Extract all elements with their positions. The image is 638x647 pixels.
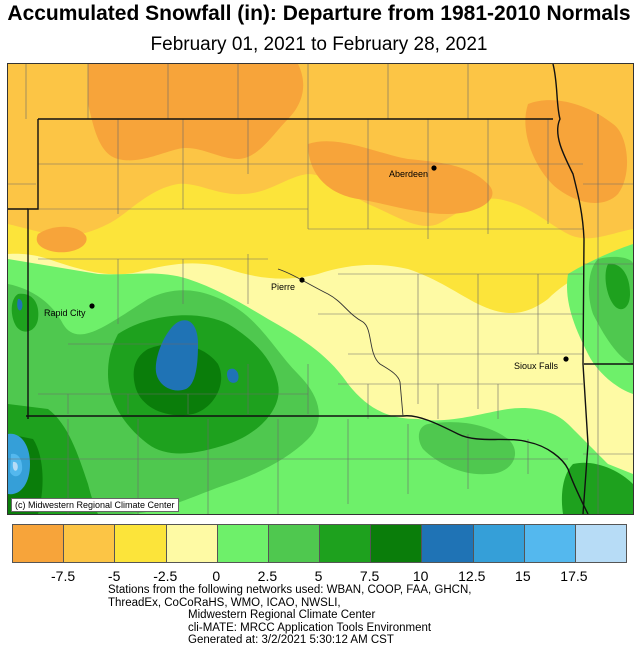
city-marker <box>299 277 305 283</box>
footer-line-4: cli-MATE: MRCC Application Tools Environ… <box>188 621 432 634</box>
legend-swatch <box>320 525 372 562</box>
legend-tick-label: 10 <box>412 568 429 584</box>
legend-swatch <box>575 525 627 562</box>
legend-swatch <box>268 525 321 562</box>
legend-tick-label: -7.5 <box>51 568 76 584</box>
city-rapid-city: Rapid City <box>44 303 95 318</box>
city-label-rapid-city: Rapid City <box>44 308 86 318</box>
legend-swatch <box>166 525 218 562</box>
city-pierre: Pierre <box>271 277 305 292</box>
city-marker <box>431 165 437 171</box>
legend-swatch <box>217 525 269 562</box>
legend-tick-label: 2.5 <box>257 568 278 584</box>
region-10-to-12.5 <box>155 320 198 391</box>
region-7.5-e <box>605 263 630 310</box>
legend-swatch <box>422 525 474 562</box>
legend-swatch <box>473 525 525 562</box>
region-12.5-small <box>226 368 239 383</box>
map-credit: (c) Midwestern Regional Climate Center <box>11 498 179 512</box>
legend-tick-label: 12.5 <box>458 568 486 584</box>
region-minus-7.5-e <box>525 100 628 204</box>
legend-swatch <box>371 525 423 562</box>
map-title: Accumulated Snowfall (in): Departure fro… <box>7 2 631 25</box>
color-legend <box>12 524 627 563</box>
city-label-aberdeen: Aberdeen <box>389 169 428 179</box>
legend-tick-label: -5 <box>107 568 121 584</box>
legend-tick-label: 5 <box>314 568 323 584</box>
region-5-south <box>418 422 516 475</box>
region-minus-7.5-w <box>36 226 87 253</box>
legend-ticks: -7.5 -5 -2.5 0 2.5 5 7.5 10 12.5 15 17.5 <box>12 568 625 584</box>
date-range-subtitle: February 01, 2021 to February 28, 2021 <box>150 34 488 55</box>
region-12.5-w <box>17 298 23 311</box>
legend-tick-label: 17.5 <box>560 568 588 584</box>
legend-tick-label: 7.5 <box>359 568 380 584</box>
legend-swatch <box>13 525 65 562</box>
state-boundaries <box>8 64 633 514</box>
legend-swatch <box>524 525 576 562</box>
missouri-river <box>277 268 404 417</box>
footer-line-2: ThreadEx, CoCoRaHS, WMO, ICAO, NWSLI, <box>108 596 341 609</box>
city-marker <box>563 356 569 362</box>
footer-notes: Stations from the following networks use… <box>108 584 471 647</box>
legend-tick-label: 0 <box>212 568 221 584</box>
region-minus-7.5-ne <box>308 141 493 214</box>
legend-swatch <box>64 525 116 562</box>
snowfall-departure-map: Aberdeen Pierre Rapid City Sioux Falls (… <box>7 63 634 515</box>
legend-swatch <box>115 525 167 562</box>
county-lines <box>8 64 633 514</box>
legend-tick-label: 15 <box>515 568 531 584</box>
region-minus-7.5-nw <box>88 64 304 161</box>
city-label-sioux-falls: Sioux Falls <box>514 361 559 371</box>
legend-tick-label: -2.5 <box>153 568 178 584</box>
footer-line-3: Midwestern Regional Climate Center <box>188 609 376 622</box>
region-7.5-se <box>561 462 633 514</box>
region-17.5-plus <box>12 461 18 471</box>
map-canvas: Aberdeen Pierre Rapid City Sioux Falls <box>8 64 633 514</box>
city-aberdeen: Aberdeen <box>389 165 437 179</box>
footer-line-1: Stations from the following networks use… <box>108 584 472 596</box>
footer-line-5: Generated at: 3/2/2021 5:30:12 AM CST <box>188 634 394 647</box>
city-label-pierre: Pierre <box>271 282 295 292</box>
city-marker <box>89 303 95 309</box>
city-sioux-falls: Sioux Falls <box>514 356 569 371</box>
